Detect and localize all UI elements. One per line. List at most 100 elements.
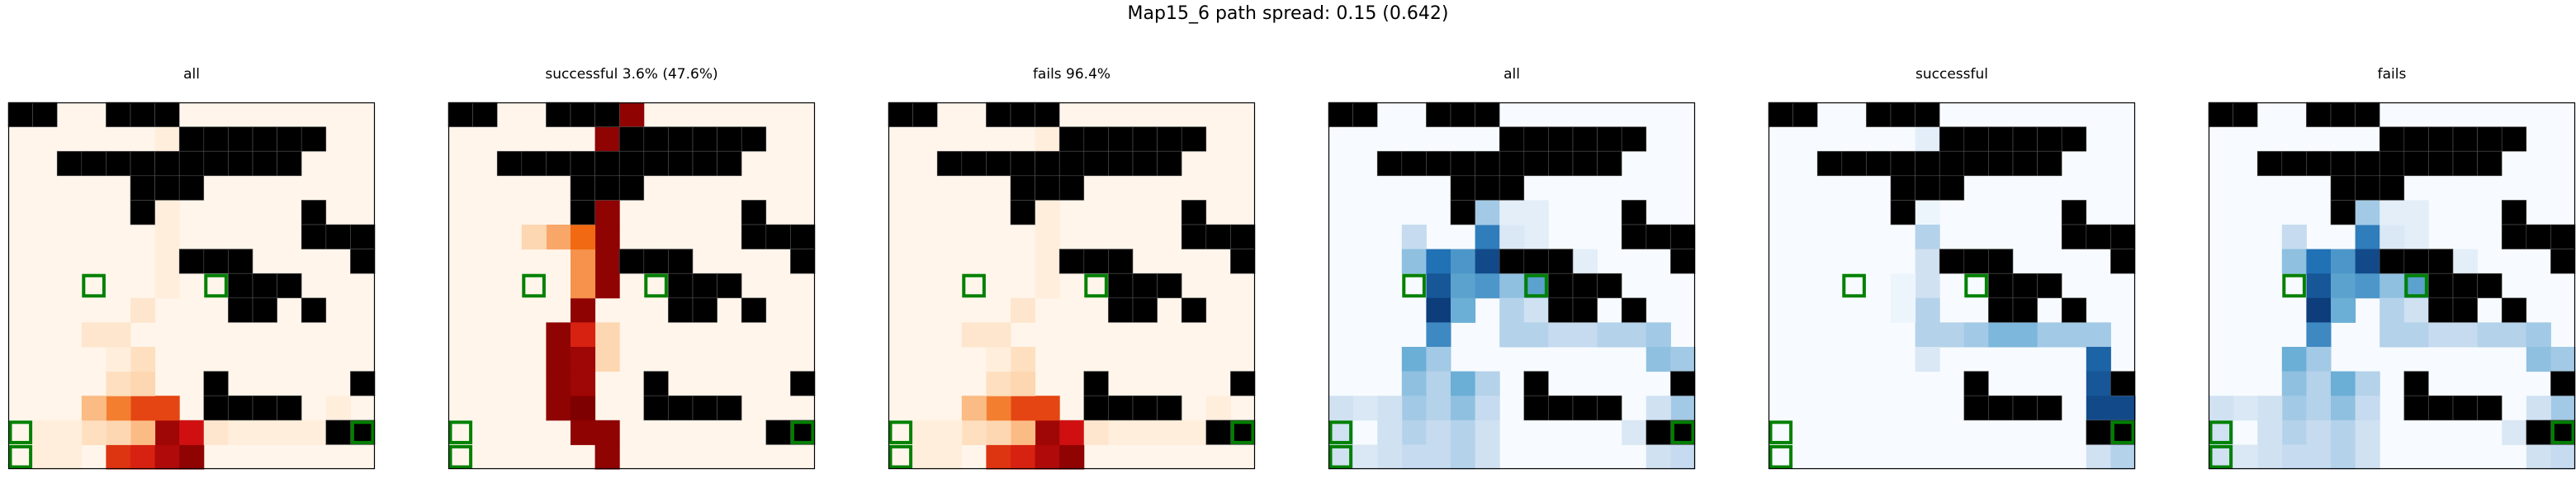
heat-cell: [2403, 322, 2429, 348]
wall-cell: [1401, 150, 1427, 177]
heat-cell: [521, 225, 547, 250]
heat-cell: [912, 444, 938, 470]
wall-cell: [252, 297, 277, 323]
goal-marker: [448, 444, 473, 469]
goal-marker: [2282, 273, 2306, 298]
heat-cell: [619, 102, 645, 128]
heat-cell: [937, 420, 963, 445]
heat-cell: [1475, 420, 1500, 445]
wall-cell: [1523, 150, 1549, 177]
goal-marker: [2110, 420, 2135, 444]
wall-cell: [1108, 297, 1134, 323]
heat-cell: [1475, 444, 1500, 470]
heat-cell: [1035, 126, 1060, 152]
wall-cell: [618, 175, 645, 201]
wall-cell: [1108, 273, 1134, 299]
heat-cell: [1011, 371, 1036, 396]
wall-cell: [790, 249, 816, 274]
wall-cell: [1035, 102, 1060, 127]
heat-cell: [546, 371, 571, 396]
heat-cell: [1451, 396, 1476, 421]
wall-cell: [1010, 150, 1035, 177]
heat-cell: [2281, 371, 2307, 396]
goal-marker: [522, 273, 546, 298]
heat-cell: [961, 322, 987, 348]
heat-cell: [228, 420, 253, 445]
wall-cell: [1450, 200, 1475, 225]
wall-cell: [1205, 420, 1231, 445]
wall-cell: [2012, 273, 2038, 299]
wall-cell: [2061, 200, 2087, 225]
wall-cell: [1939, 175, 1965, 201]
heat-cell: [130, 371, 156, 396]
wall-cell: [2428, 273, 2454, 299]
heat-cell: [2331, 273, 2356, 299]
heat-cell: [1939, 322, 1965, 348]
heat-cell: [179, 420, 205, 445]
heat-cell: [2355, 444, 2380, 470]
wall-cell: [1988, 395, 2014, 421]
heat-cell: [1011, 396, 1036, 421]
wall-cell: [130, 200, 155, 225]
heat-cell: [2550, 347, 2576, 372]
wall-cell: [2452, 395, 2478, 421]
heat-cell: [1059, 420, 1085, 445]
heat-cell: [2526, 444, 2551, 470]
wall-cell: [2208, 102, 2233, 127]
goal-marker: [1328, 420, 1353, 444]
heat-cell: [2331, 249, 2356, 274]
wall-cell: [1915, 175, 1940, 201]
wall-cell: [228, 126, 253, 152]
heat-cell: [2062, 322, 2087, 348]
wall-cell: [1548, 395, 1574, 421]
heat-cell: [1451, 273, 1476, 299]
wall-cell: [203, 395, 229, 421]
heat-cell: [937, 444, 963, 470]
wall-cell: [1499, 175, 1525, 201]
heat-cell: [1011, 297, 1036, 323]
heat-cell: [2428, 322, 2454, 348]
wall-cell: [203, 150, 229, 177]
wall-cell: [2037, 273, 2062, 299]
wall-cell: [1890, 102, 1915, 127]
wall-cell: [1426, 150, 1451, 177]
wall-cell: [1157, 126, 1182, 152]
wall-cell: [1083, 126, 1109, 152]
heat-cell: [1499, 322, 1525, 348]
wall-cell: [1915, 150, 1940, 177]
heat-cell: [130, 420, 156, 445]
wall-cell: [790, 371, 816, 396]
heat-cell: [106, 322, 131, 348]
wall-cell: [1450, 102, 1475, 127]
wall-cell: [2477, 273, 2503, 299]
heat-cell: [1573, 249, 1598, 274]
wall-cell: [1670, 420, 1696, 445]
heat-cell: [154, 396, 180, 421]
goal-marker: [204, 273, 228, 298]
heat-cell: [1451, 297, 1476, 323]
wall-cell: [2477, 126, 2503, 152]
wall-cell: [1988, 249, 2014, 274]
wall-cell: [1816, 150, 1843, 177]
heat-cell: [154, 200, 180, 225]
heat-cell: [1915, 297, 1940, 323]
heat-cell: [1401, 444, 1427, 470]
heat-cell: [130, 444, 156, 470]
goal-marker: [1328, 444, 1353, 469]
wall-cell: [546, 102, 571, 127]
wall-cell: [1963, 249, 1989, 274]
wall-cell: [1597, 273, 1622, 299]
wall-cell: [350, 371, 376, 396]
wall-cell: [1768, 102, 1793, 127]
wall-cell: [2526, 420, 2551, 445]
heat-cell: [32, 444, 58, 470]
goal-marker: [644, 273, 668, 298]
heat-cell: [2233, 444, 2258, 470]
heat-cell: [106, 347, 131, 372]
heat-cell: [1451, 249, 1476, 274]
heat-cell: [2306, 347, 2332, 372]
wall-cell: [2061, 297, 2087, 323]
heat-cell: [2453, 322, 2479, 348]
heat-cell: [130, 396, 156, 421]
wall-cell: [741, 126, 767, 152]
